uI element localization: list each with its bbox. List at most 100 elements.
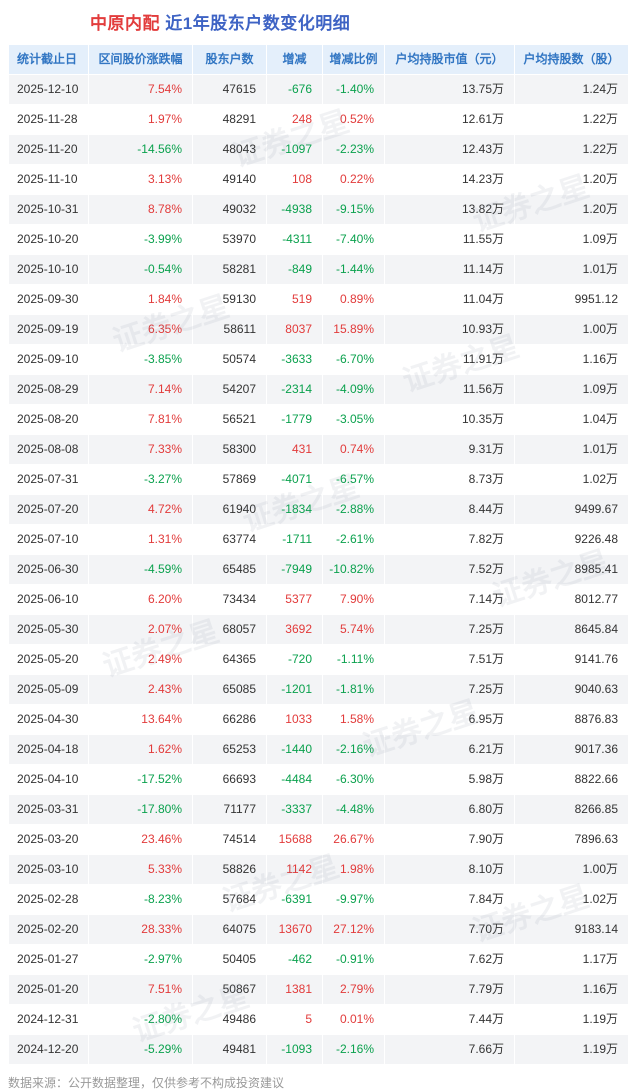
cell-holders: 59130 <box>192 284 267 315</box>
cell-avg-shares: 1.01万 <box>514 434 629 465</box>
cell-delta-pct: -1.40% <box>322 74 385 105</box>
cell-delta: -4484 <box>266 764 323 795</box>
cell-holders: 64365 <box>192 644 267 675</box>
cell-delta: -1093 <box>266 1034 323 1065</box>
cell-avg-shares: 1.02万 <box>514 884 629 915</box>
cell-delta: 108 <box>266 164 323 195</box>
cell-date: 2025-02-20 <box>8 914 89 945</box>
cell-holders: 65253 <box>192 734 267 765</box>
table-row: 2025-08-08 7.33% 58300 431 0.74% 9.31万 1.01万 <box>8 434 629 465</box>
cell-delta-pct: 0.74% <box>322 434 385 465</box>
table-row: 2025-04-30 13.64% 66286 1033 1.58% 6.95万 8876.… <box>8 704 629 735</box>
cell-holders: 57684 <box>192 884 267 915</box>
cell-delta: 5 <box>266 1004 323 1035</box>
cell-price-change: -4.59% <box>88 554 193 585</box>
cell-date: 2025-08-29 <box>8 374 89 405</box>
cell-avg-shares: 1.16万 <box>514 344 629 375</box>
cell-delta-pct: -2.61% <box>322 524 385 555</box>
cell-delta: 431 <box>266 434 323 465</box>
table-row: 2025-05-09 2.43% 65085 -1201 -1.81% 7.25万 9040… <box>8 674 629 705</box>
cell-holders: 58611 <box>192 314 267 345</box>
cell-holders: 63774 <box>192 524 267 555</box>
stock-name: 中原内配 <box>90 14 160 33</box>
cell-avg-shares: 1.16万 <box>514 974 629 1005</box>
cell-avg-shares: 9951.12 <box>514 284 629 315</box>
header-row: 统计截止日 区间股价涨跌幅 股东户数 增减 增减比例 户均持股市值（元） 户均持… <box>8 44 629 75</box>
table-row: 2025-12-10 7.54% 47615 -676 -1.40% 13.75万 1.24… <box>8 74 629 105</box>
cell-delta-pct: 5.74% <box>322 614 385 645</box>
cell-avg-value: 7.62万 <box>384 944 515 975</box>
cell-delta-pct: -2.16% <box>322 1034 385 1065</box>
cell-delta: -3633 <box>266 344 323 375</box>
cell-price-change: -14.56% <box>88 134 193 165</box>
table-row: 2025-04-10 -17.52% 66693 -4484 -6.30% 5.98万 88… <box>8 764 629 795</box>
cell-avg-value: 7.52万 <box>384 554 515 585</box>
cell-delta-pct: 26.67% <box>322 824 385 855</box>
cell-delta: -3337 <box>266 794 323 825</box>
cell-date: 2025-03-31 <box>8 794 89 825</box>
cell-avg-shares: 1.02万 <box>514 464 629 495</box>
cell-price-change: 1.97% <box>88 104 193 135</box>
table-row: 2025-10-31 8.78% 49032 -4938 -9.15% 13.82万 1.2… <box>8 194 629 225</box>
table-row: 2025-07-10 1.31% 63774 -1711 -2.61% 7.82万 9226… <box>8 524 629 555</box>
cell-holders: 71177 <box>192 794 267 825</box>
cell-delta: -6391 <box>266 884 323 915</box>
cell-avg-shares: 8822.66 <box>514 764 629 795</box>
table-row: 2024-12-20 -5.29% 49481 -1093 -2.16% 7.66万 1.1… <box>8 1034 629 1065</box>
cell-holders: 49032 <box>192 194 267 225</box>
cell-avg-value: 7.79万 <box>384 974 515 1005</box>
cell-avg-value: 7.90万 <box>384 824 515 855</box>
title-subtitle: 近1年股东户数变化明细 <box>165 14 351 33</box>
cell-avg-value: 8.10万 <box>384 854 515 885</box>
cell-price-change: 1.31% <box>88 524 193 555</box>
cell-delta-pct: -1.11% <box>322 644 385 675</box>
cell-delta-pct: 15.89% <box>322 314 385 345</box>
cell-holders: 47615 <box>192 74 267 105</box>
cell-avg-shares: 1.09万 <box>514 374 629 405</box>
cell-avg-shares: 1.19万 <box>514 1004 629 1035</box>
cell-price-change: 7.14% <box>88 374 193 405</box>
cell-delta-pct: -4.09% <box>322 374 385 405</box>
cell-price-change: 8.78% <box>88 194 193 225</box>
cell-date: 2025-04-10 <box>8 764 89 795</box>
cell-date: 2025-05-20 <box>8 644 89 675</box>
cell-delta-pct: 1.58% <box>322 704 385 735</box>
table-row: 2025-06-30 -4.59% 65485 -7949 -10.82% 7.52万 89… <box>8 554 629 585</box>
cell-delta: 1142 <box>266 854 323 885</box>
cell-avg-shares: 9017.36 <box>514 734 629 765</box>
cell-holders: 58281 <box>192 254 267 285</box>
table-row: 2025-07-20 4.72% 61940 -1834 -2.88% 8.44万 9499… <box>8 494 629 525</box>
cell-delta: 248 <box>266 104 323 135</box>
cell-price-change: 23.46% <box>88 824 193 855</box>
cell-price-change: 7.54% <box>88 74 193 105</box>
cell-delta-pct: -2.16% <box>322 734 385 765</box>
header-price-change: 区间股价涨跌幅 <box>88 44 193 75</box>
cell-avg-value: 11.55万 <box>384 224 515 255</box>
cell-delta: 8037 <box>266 314 323 345</box>
cell-price-change: 3.13% <box>88 164 193 195</box>
cell-avg-shares: 1.20万 <box>514 194 629 225</box>
cell-avg-shares: 9226.48 <box>514 524 629 555</box>
cell-avg-value: 7.14万 <box>384 584 515 615</box>
cell-avg-value: 7.70万 <box>384 914 515 945</box>
cell-avg-shares: 1.00万 <box>514 314 629 345</box>
cell-avg-value: 7.82万 <box>384 524 515 555</box>
cell-avg-value: 7.84万 <box>384 884 515 915</box>
cell-date: 2025-05-30 <box>8 614 89 645</box>
cell-avg-shares: 1.04万 <box>514 404 629 435</box>
cell-price-change: -17.52% <box>88 764 193 795</box>
cell-holders: 64075 <box>192 914 267 945</box>
cell-date: 2024-12-20 <box>8 1034 89 1065</box>
cell-delta-pct: 0.89% <box>322 284 385 315</box>
cell-holders: 65485 <box>192 554 267 585</box>
cell-delta-pct: 7.90% <box>322 584 385 615</box>
table-row: 2025-11-20 -14.56% 48043 -1097 -2.23% 12.43万 1… <box>8 134 629 165</box>
cell-price-change: -5.29% <box>88 1034 193 1065</box>
cell-date: 2025-10-31 <box>8 194 89 225</box>
cell-avg-value: 7.66万 <box>384 1034 515 1065</box>
cell-date: 2025-03-10 <box>8 854 89 885</box>
cell-delta-pct: -6.70% <box>322 344 385 375</box>
cell-delta: -1711 <box>266 524 323 555</box>
table-row: 2025-02-28 -8.23% 57684 -6391 -9.97% 7.84万 1.0… <box>8 884 629 915</box>
cell-holders: 61940 <box>192 494 267 525</box>
